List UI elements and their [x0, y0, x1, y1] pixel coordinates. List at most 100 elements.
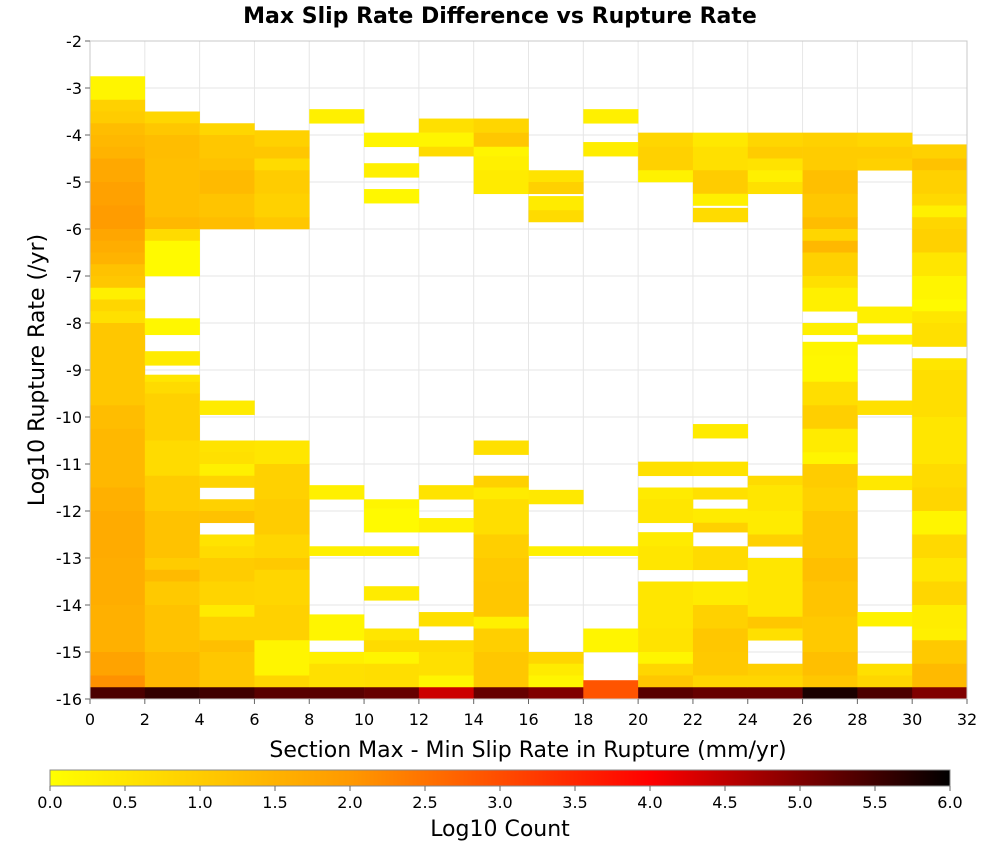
x-axis-ticks: 0 2 4 6 8 10 12 14 16 18 20 22 24 26 28 30 32	[85, 699, 977, 729]
heatmap-cell	[912, 217, 968, 230]
heatmap-cell	[802, 616, 858, 653]
heatmap-cell	[912, 464, 968, 488]
heatmap-cell	[857, 475, 913, 491]
colorbar-tick-label: 2.0	[337, 793, 362, 812]
heatmap-cell	[473, 652, 529, 688]
heatmap-cell	[802, 193, 858, 218]
heatmap-cell	[912, 276, 968, 300]
heatmap-cell	[144, 475, 200, 512]
colorbar-tick-label: 4.5	[712, 793, 737, 812]
heatmap-cell	[199, 464, 255, 477]
x-tick-label: 26	[792, 710, 812, 729]
heatmap-cell	[912, 581, 968, 606]
colorbar-tick-label: 3.5	[562, 793, 587, 812]
heatmap-cell	[638, 687, 694, 700]
colorbar-tick-label: 2.5	[412, 793, 437, 812]
heatmap-cell	[912, 605, 968, 629]
heatmap-cell	[254, 499, 310, 535]
heatmap-cell	[747, 616, 803, 629]
heatmap-cell	[912, 487, 968, 512]
heatmap-cell	[364, 687, 420, 700]
heatmap-cell	[747, 182, 803, 195]
heatmap-cell	[583, 546, 639, 556]
heatmap-cell	[802, 229, 858, 242]
heatmap-cell	[418, 687, 474, 700]
heatmap-cell	[583, 680, 639, 700]
heatmap-cell	[638, 652, 694, 665]
heatmap-cell	[364, 663, 420, 688]
colorbar-tick-label: 0.0	[37, 793, 62, 812]
colorbar-tick-label: 5.5	[862, 793, 887, 812]
heatmap-cell	[364, 132, 420, 148]
heatmap-cell	[638, 170, 694, 183]
heatmap-cell	[254, 558, 310, 571]
heatmap-cell	[802, 355, 858, 383]
heatmap-cell	[199, 546, 255, 559]
x-tick-label: 30	[902, 710, 922, 729]
heatmap-cell	[473, 170, 529, 195]
heatmap-cell	[857, 687, 913, 700]
heatmap-cell	[638, 146, 694, 171]
heatmap-cell	[802, 464, 858, 488]
heatmap-cell	[473, 487, 529, 500]
heatmap-cell	[90, 311, 146, 324]
x-tick-label: 12	[409, 710, 429, 729]
heatmap-cell	[199, 440, 255, 453]
colorbar-tick-label: 1.0	[187, 793, 212, 812]
heatmap-cell	[747, 132, 803, 148]
heatmap-cell	[364, 640, 420, 653]
heatmap-cell	[364, 189, 420, 204]
heatmap-cell	[90, 229, 146, 242]
heatmap-cell	[364, 652, 420, 665]
x-tick-label: 28	[847, 710, 867, 729]
heatmap-cell	[802, 240, 858, 253]
heatmap-cell	[199, 640, 255, 653]
heatmap-cell	[90, 182, 146, 206]
heatmap-cell	[912, 311, 968, 324]
heatmap-cell	[364, 586, 420, 601]
y-tick-label: -11	[56, 455, 82, 474]
y-tick-label: -8	[66, 314, 82, 333]
heatmap-cell	[912, 687, 968, 700]
heatmap-cell	[802, 452, 858, 465]
heatmap-cell	[802, 428, 858, 453]
heatmap-cell	[692, 424, 749, 439]
y-tick-label: -10	[56, 408, 82, 427]
heatmap-cell	[90, 652, 146, 676]
heatmap-cell	[857, 146, 913, 159]
heatmap-cell	[747, 675, 803, 688]
heatmap-cell	[692, 628, 749, 653]
heatmap-cell	[912, 144, 968, 159]
x-tick-label: 8	[304, 710, 314, 729]
heatmap-cell	[802, 252, 858, 277]
heatmap-cell	[638, 675, 694, 688]
y-tick-label: -13	[56, 549, 82, 568]
heatmap-cell	[254, 146, 310, 159]
y-axis-ticks: -2 -3 -4 -5 -6 -7 -8 -9 -10 -11 -12 -13 -14 -15 -16	[56, 32, 90, 709]
heatmap-cell	[528, 687, 584, 700]
colorbar	[49, 769, 951, 787]
heatmap-cell	[90, 558, 146, 606]
heatmap-cell	[857, 306, 913, 324]
heatmap-cell	[199, 534, 255, 547]
x-tick-label: 24	[738, 710, 758, 729]
y-tick-label: -7	[66, 267, 82, 286]
heatmap-cell	[90, 252, 146, 265]
heatmap-cell	[473, 558, 529, 582]
heatmap-cell	[638, 546, 694, 571]
heatmap-cell	[802, 287, 858, 312]
y-tick-label: -14	[56, 596, 82, 615]
heatmap-cell	[199, 135, 255, 159]
heatmap-cell	[747, 485, 803, 512]
heatmap-cell	[912, 158, 968, 171]
x-tick-label: 16	[518, 710, 538, 729]
heatmap-cell	[528, 663, 584, 676]
heatmap-cell	[144, 581, 200, 606]
heatmap-cell	[364, 546, 420, 556]
heatmap-cell	[418, 640, 474, 653]
heatmap-cell	[254, 158, 310, 171]
heatmap-cell	[309, 652, 365, 665]
heatmap-cell	[144, 652, 200, 688]
y-tick-label: -4	[66, 126, 82, 145]
heatmap-cell	[747, 534, 803, 547]
